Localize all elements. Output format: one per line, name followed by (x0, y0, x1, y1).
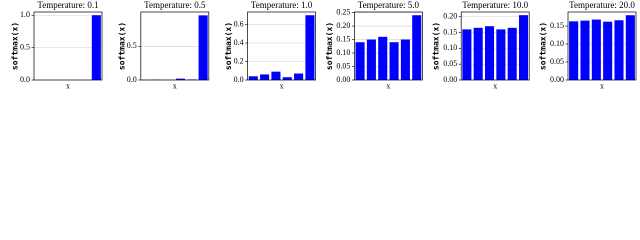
y-tick-label: 0.00 (550, 75, 564, 84)
y-tick-label: 0.15 (336, 34, 350, 43)
y-axis-label: softmax(x) (432, 22, 441, 70)
bar (271, 71, 281, 80)
axes-frame (567, 11, 637, 81)
bar (412, 15, 422, 80)
bar (366, 39, 376, 80)
y-axis-label: softmax(x) (224, 22, 233, 70)
chart-title: Temperature: 10.0 (462, 0, 528, 10)
y-tick-label: 0.2 (234, 56, 244, 65)
y-tick-label: 0.15 (443, 27, 457, 36)
y-tick-label: 0.4 (234, 38, 244, 47)
y-tick-label: 0.10 (550, 39, 564, 48)
bar (507, 27, 517, 80)
x-axis-label: x (386, 81, 390, 90)
y-tick-label: 0.05 (443, 59, 457, 68)
y-tick-label: 0.0 (127, 75, 137, 84)
chart-title: Temperature: 0.5 (144, 0, 206, 10)
bar (378, 36, 388, 80)
y-tick-label: 1.0 (20, 10, 30, 19)
x-axis-label: x (66, 81, 70, 90)
chart-title: Temperature: 0.1 (37, 0, 98, 10)
bar (175, 78, 185, 80)
bar (614, 20, 624, 81)
chart-title: Temperature: 5.0 (358, 0, 420, 10)
y-tick-label: 0.00 (336, 75, 350, 84)
y-tick-label: 0.10 (336, 48, 350, 57)
bar (389, 42, 399, 80)
bar (485, 26, 495, 80)
bar (580, 20, 590, 81)
axes-frame (140, 11, 210, 81)
bar (591, 19, 601, 80)
y-tick-label: 0.05 (336, 61, 350, 70)
y-axis-label: softmax(x) (11, 22, 20, 70)
y-tick-label: 0.20 (443, 12, 457, 21)
x-axis-label: x (600, 81, 604, 90)
bar (519, 15, 529, 81)
axes-frame (354, 11, 423, 81)
bar (603, 21, 613, 80)
bar (400, 39, 410, 80)
bar (473, 27, 483, 80)
chart-title: Temperature: 20.0 (569, 0, 635, 10)
y-tick-label: 0.0 (20, 75, 30, 84)
bar (496, 29, 506, 81)
axes-frame (460, 11, 530, 81)
x-axis-label: x (173, 81, 177, 90)
bar (569, 21, 579, 80)
y-tick-label: 0.20 (336, 21, 350, 30)
bar (260, 74, 270, 80)
axes-frame (247, 11, 316, 81)
y-tick-label: 0.5 (20, 42, 30, 51)
bar (91, 15, 101, 80)
x-axis-label: x (280, 81, 284, 90)
bar (248, 76, 258, 80)
y-tick-label: 0.00 (443, 75, 457, 84)
bar (282, 77, 292, 80)
bar (355, 42, 365, 80)
y-tick-label: 0.0 (234, 75, 244, 84)
y-tick-label: 0.25 (336, 7, 350, 16)
y-axis-label: softmax(x) (117, 22, 126, 70)
bar (305, 15, 315, 80)
y-axis-label: softmax(x) (325, 22, 334, 70)
chart-title: Temperature: 1.0 (251, 0, 313, 10)
y-axis-label: softmax(x) (539, 22, 548, 70)
axes-frame (33, 11, 103, 81)
bar (198, 15, 208, 81)
bar (625, 15, 635, 80)
y-tick-label: 0.6 (234, 19, 244, 28)
y-tick-label: 0.5 (127, 41, 137, 50)
x-axis-label: x (493, 81, 497, 90)
y-tick-label: 0.05 (550, 57, 564, 66)
y-tick-label: 0.10 (443, 43, 457, 52)
y-tick-label: 0.15 (550, 21, 564, 30)
bar (294, 73, 304, 80)
bar (462, 29, 472, 81)
